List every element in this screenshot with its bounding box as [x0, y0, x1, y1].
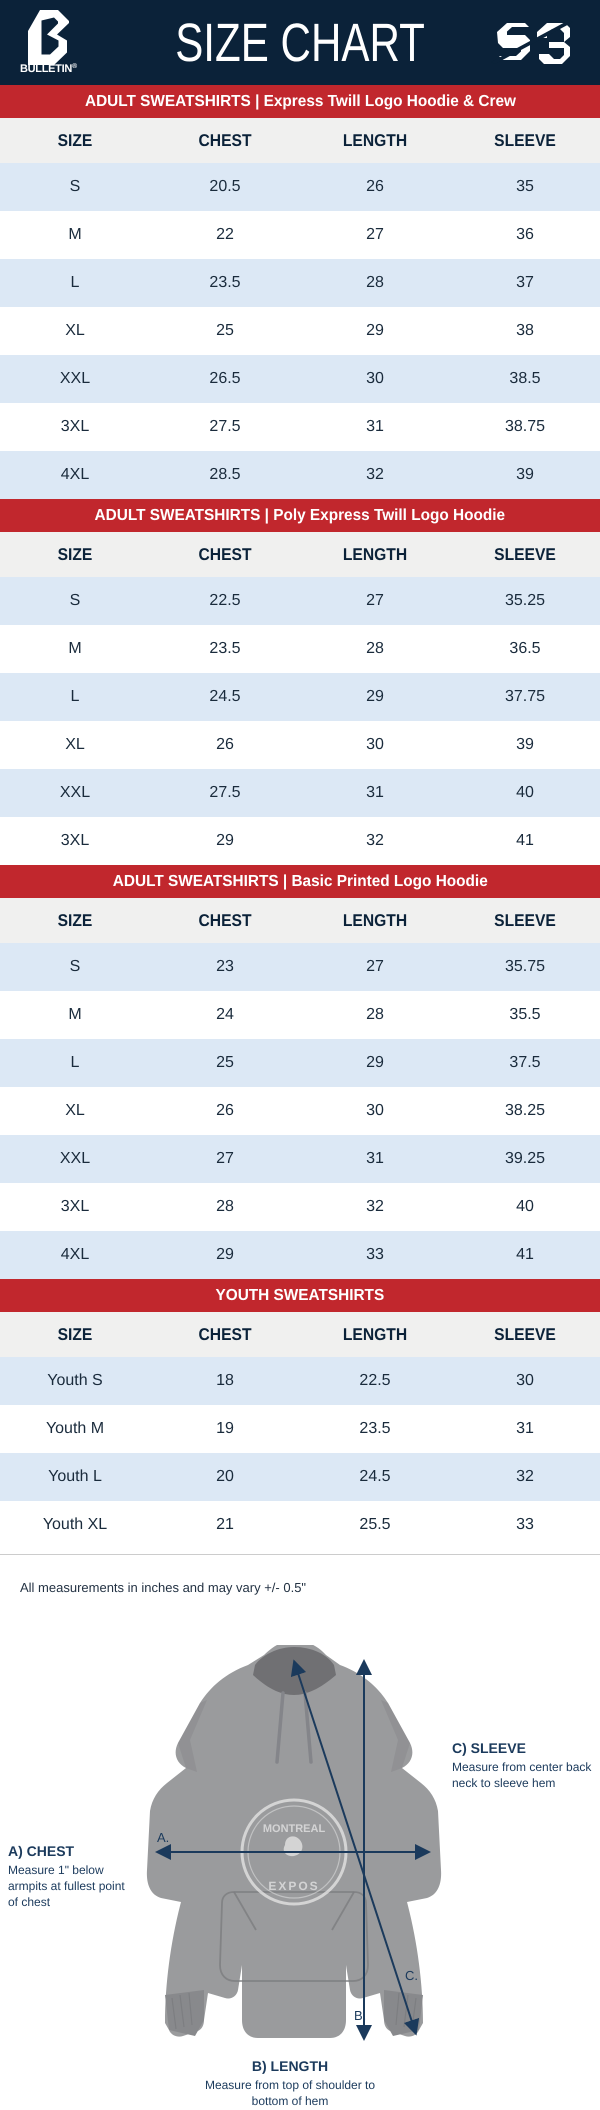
svg-text:EXPOS: EXPOS [268, 1879, 319, 1893]
svg-text:B.: B. [354, 2008, 366, 2023]
svg-text:MONTREAL: MONTREAL [263, 1823, 326, 1835]
svg-text:C.: C. [405, 1968, 418, 1983]
svg-text:A.: A. [157, 1830, 169, 1845]
